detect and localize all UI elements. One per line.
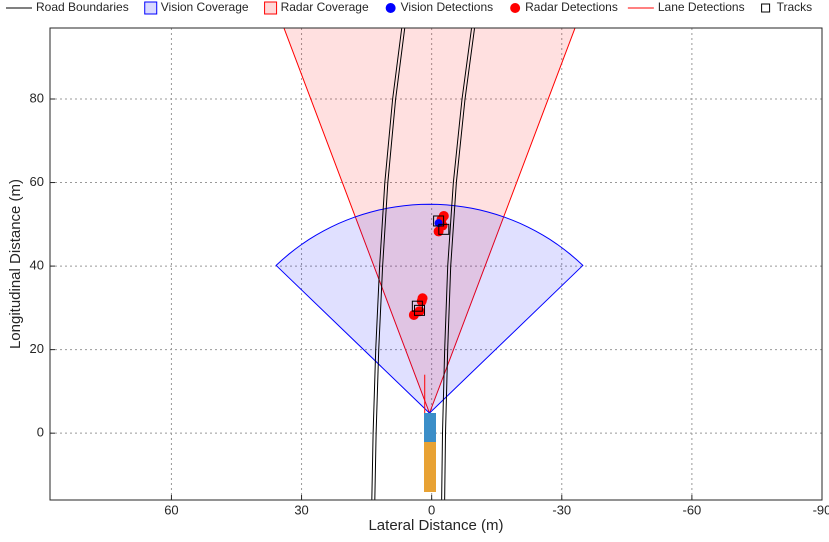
legend-label: Radar Detections — [525, 0, 618, 14]
legend-icon — [144, 1, 158, 15]
legend-label: Lane Detections — [658, 0, 745, 14]
y-tick-label: 40 — [30, 258, 44, 273]
x-tick-label: 30 — [294, 502, 308, 517]
layers — [275, 28, 584, 500]
legend: Road Boundaries Vision Coverage Radar Cove… — [6, 0, 813, 15]
legend-icon — [264, 1, 278, 15]
legend-icon — [761, 3, 771, 13]
track — [411, 300, 423, 312]
y-tick-label: 60 — [30, 174, 44, 189]
ticks: 60 30 0 -30 -60 -90 0 20 40 60 80 — [30, 90, 829, 517]
road-boundary — [374, 28, 476, 500]
track — [438, 223, 450, 235]
x-axis-label: Lateral Distance (m) — [368, 517, 503, 534]
y-axis-label: Longitudinal Distance (m) — [7, 179, 24, 349]
x-tick-label: 0 — [428, 502, 435, 517]
detection — [408, 309, 419, 320]
legend-label: Radar Coverage — [281, 0, 369, 14]
detection — [434, 219, 443, 228]
legend-icon — [510, 3, 521, 13]
coverage-area — [275, 203, 584, 414]
x-tick-label: -30 — [552, 502, 571, 517]
legend-label: Tracks — [777, 0, 813, 14]
axes-box — [49, 27, 823, 501]
coverage-area — [283, 28, 576, 415]
legend-label: Road Boundaries — [36, 0, 129, 14]
legend-label: Vision Coverage — [161, 0, 249, 14]
x-tick-label: 60 — [164, 502, 178, 517]
road-boundary — [371, 28, 473, 500]
legend-label: Vision Detections — [401, 0, 494, 14]
x-tick-label: -60 — [682, 502, 701, 517]
legend-icon — [385, 3, 396, 13]
y-tick-label: 0 — [37, 425, 44, 440]
ego-vehicle — [424, 413, 436, 492]
x-tick-label: -90 — [813, 502, 829, 517]
y-tick-label: 20 — [30, 341, 44, 356]
y-tick-label: 80 — [30, 90, 44, 105]
track — [414, 304, 426, 316]
